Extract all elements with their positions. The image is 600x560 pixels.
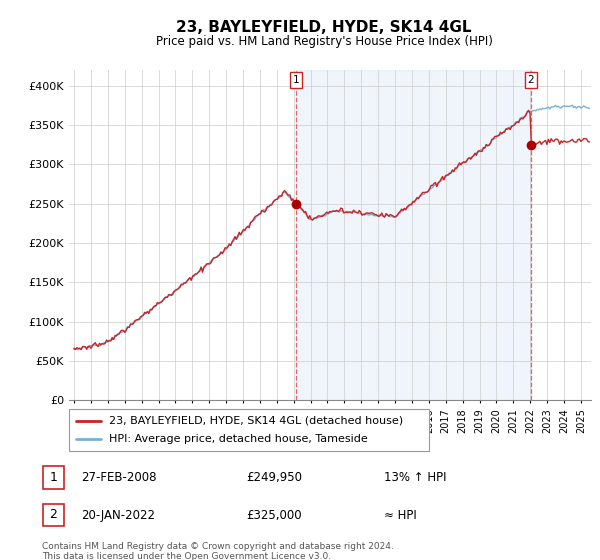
Text: £325,000: £325,000	[246, 508, 302, 522]
Text: 27-FEB-2008: 27-FEB-2008	[81, 471, 157, 484]
Text: 20-JAN-2022: 20-JAN-2022	[81, 508, 155, 522]
Text: 1: 1	[49, 471, 58, 484]
Text: £249,950: £249,950	[246, 471, 302, 484]
Text: 13% ↑ HPI: 13% ↑ HPI	[384, 471, 446, 484]
Text: Contains HM Land Registry data © Crown copyright and database right 2024.
This d: Contains HM Land Registry data © Crown c…	[42, 542, 394, 560]
FancyBboxPatch shape	[69, 409, 429, 451]
FancyBboxPatch shape	[43, 503, 64, 526]
Text: HPI: Average price, detached house, Tameside: HPI: Average price, detached house, Tame…	[109, 434, 367, 444]
Text: 2: 2	[528, 75, 535, 85]
Text: Price paid vs. HM Land Registry's House Price Index (HPI): Price paid vs. HM Land Registry's House …	[155, 35, 493, 48]
Text: 1: 1	[293, 75, 299, 85]
FancyBboxPatch shape	[43, 466, 64, 489]
Bar	[296, 70, 531, 400]
Text: 23, BAYLEYFIELD, HYDE, SK14 4GL (detached house): 23, BAYLEYFIELD, HYDE, SK14 4GL (detache…	[109, 416, 403, 426]
Text: ≈ HPI: ≈ HPI	[384, 508, 417, 522]
Text: 23, BAYLEYFIELD, HYDE, SK14 4GL: 23, BAYLEYFIELD, HYDE, SK14 4GL	[176, 20, 472, 35]
Text: 2: 2	[49, 508, 58, 521]
